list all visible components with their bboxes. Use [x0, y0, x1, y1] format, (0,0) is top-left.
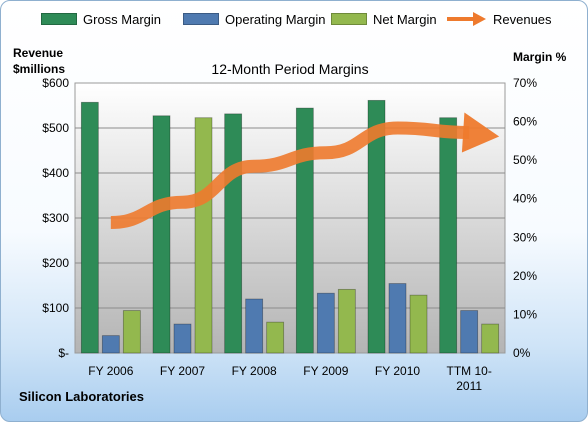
left-axis-title-line1: Revenue [13, 46, 64, 60]
gross-margin-bar [224, 113, 243, 354]
gridlines [75, 127, 505, 309]
revenues-line [110, 121, 470, 229]
right-tick-label: 40% [513, 192, 537, 206]
legend-label-revenues: Revenues [493, 11, 552, 27]
category-label: FY 2006 [88, 364, 133, 378]
right-tick-label: 70% [513, 76, 537, 90]
operating-margin-bar [245, 298, 264, 354]
operating-margin-bar [316, 292, 335, 354]
right-tick-label: 10% [513, 307, 537, 321]
left-axis-title-line2: $millions [13, 62, 66, 76]
operating-margin-bar [101, 335, 120, 354]
left-tick-label: $500 [42, 121, 69, 135]
tick-labels: $- $100 $200 $300 $400 $500 $600 0% 10% 20% 30% 40%… [42, 76, 537, 393]
left-tick-label: $- [58, 346, 69, 360]
category-label: FY 2009 [303, 364, 348, 378]
left-tick-label: $600 [42, 76, 69, 90]
left-tick-label: $200 [42, 256, 69, 270]
revenues-series [110, 112, 500, 229]
legend: Gross Margin Operating Margin Net Margin… [1, 9, 587, 31]
legend-swatch-gross-margin [41, 13, 77, 25]
legend-swatch-net-margin [331, 13, 367, 25]
right-tick-label: 20% [513, 269, 537, 283]
category-label: 2011 [456, 379, 482, 393]
operating-margin-bar [388, 283, 407, 354]
chart-title: 12-Month Period Margins [211, 61, 368, 77]
legend-label-gross-margin: Gross Margin [83, 11, 162, 27]
category-label: FY 2007 [160, 364, 205, 378]
legend-label-operating-margin: Operating Margin [225, 11, 326, 27]
gross-margin-bar [439, 117, 458, 354]
left-axis-title: Revenue $millions [13, 45, 65, 77]
legend-swatch-revenues-arrow-icon [447, 12, 486, 26]
legend-label-net-margin: Net Margin [373, 11, 437, 27]
net-margin-bar [266, 321, 285, 354]
legend-item-gross-margin: Gross Margin [41, 9, 161, 29]
operating-margin-bar [173, 323, 192, 354]
legend-swatch-operating-margin [183, 13, 219, 25]
gross-margin-bar [367, 99, 386, 354]
legend-item-net-margin: Net Margin [331, 9, 437, 29]
net-margin-bar [122, 310, 141, 354]
net-margin-bar [409, 294, 428, 354]
category-label: FY 2008 [232, 364, 277, 378]
gross-margin-bar [80, 101, 99, 354]
category-label: TTM 10- [446, 364, 491, 378]
net-margin-bar [194, 117, 213, 354]
right-tick-label: 60% [513, 115, 537, 129]
left-tick-label: $100 [42, 301, 69, 315]
bars [80, 99, 500, 354]
operating-margin-bar [460, 310, 479, 354]
right-axis-title: Margin % [513, 50, 567, 64]
left-tick-label: $300 [42, 211, 69, 225]
right-tick-label: 0% [513, 346, 531, 360]
company-name: Silicon Laboratories [19, 389, 144, 404]
revenues-arrowhead [461, 112, 500, 153]
legend-item-revenues: Revenues [447, 9, 552, 29]
left-tick-label: $400 [42, 166, 69, 180]
right-tick-label: 30% [513, 230, 537, 244]
gross-margin-bar [295, 107, 314, 354]
right-tick-label: 50% [513, 153, 537, 167]
category-label: FY 2010 [375, 364, 420, 378]
gross-margin-bar [152, 115, 171, 354]
net-margin-bar [481, 323, 500, 354]
net-margin-bar [337, 288, 356, 354]
legend-item-operating-margin: Operating Margin [183, 9, 325, 29]
